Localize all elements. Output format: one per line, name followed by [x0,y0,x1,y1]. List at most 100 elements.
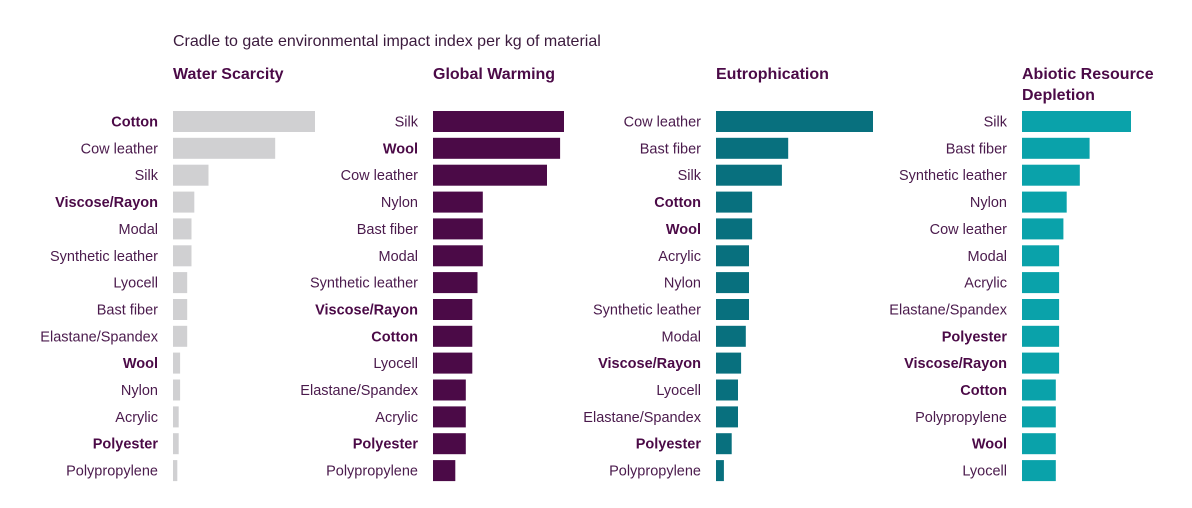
bar-modal [433,245,483,267]
bar-silk [716,164,782,186]
bar-bast-fiber [716,137,789,159]
bar-cow-leather [433,164,547,186]
bar-acrylic [173,406,179,428]
bar-lyocell [173,272,188,294]
category-label-acrylic: Acrylic [658,249,701,265]
category-label-viscose-rayon: Viscose/Rayon [904,356,1007,372]
category-label-modal: Modal [968,249,1008,265]
category-label-cow-leather: Cow leather [930,222,1008,238]
bar-elastane-spandex [716,406,738,428]
category-label-polypropylene: Polypropylene [66,464,158,480]
bar-cow-leather [173,137,276,159]
bar-wool [716,218,753,240]
category-label-nylon: Nylon [664,276,701,292]
category-label-polyester: Polyester [636,437,702,453]
bar-nylon [716,272,749,294]
bar-bast-fiber [173,299,188,320]
bar-cotton [716,191,753,213]
category-label-silk: Silk [395,115,419,131]
category-label-bast-fiber: Bast fiber [357,222,418,238]
category-label-lyocell: Lyocell [113,276,158,292]
category-label-elastane-spandex: Elastane/Spandex [300,383,418,399]
category-label-cotton: Cotton [371,329,418,345]
bar-viscose-rayon [173,191,195,213]
category-label-lyocell: Lyocell [656,383,701,399]
category-label-nylon: Nylon [381,195,418,211]
panel-title-line: Abiotic Resource [1022,66,1154,83]
panel-title-line: Water Scarcity [173,66,284,83]
category-label-cotton: Cotton [111,115,158,131]
category-label-wool: Wool [972,437,1007,453]
category-label-synthetic-leather: Synthetic leather [899,168,1007,184]
bar-wool [1022,433,1056,455]
panel-title: Eutrophication [716,66,829,83]
panel-water-scarcity: Water Scarcity Cotton Cow leather Silk Visco… [40,66,315,482]
category-label-polypropylene: Polypropylene [326,464,418,480]
bar-bast-fiber [433,218,483,240]
bar-polypropylene [433,460,456,482]
bar-elastane-spandex [1022,299,1060,320]
bar-polyester [1022,325,1060,347]
bar-bast-fiber [1022,137,1090,159]
panel-title: Abiotic Resource Depletion [1022,66,1154,104]
category-label-silk: Silk [135,168,159,184]
bar-wool [433,137,561,159]
bar-synthetic-leather [1022,164,1080,186]
bar-silk [173,164,209,186]
category-label-silk: Silk [984,115,1008,131]
bar-polypropylene [716,460,724,482]
bar-viscose-rayon [716,352,742,374]
category-label-wool: Wool [383,141,418,157]
category-label-cow-leather: Cow leather [624,115,702,131]
panel-title-line: Eutrophication [716,66,829,83]
category-label-elastane-spandex: Elastane/Spandex [40,329,158,345]
bar-viscose-rayon [1022,352,1060,374]
category-label-wool: Wool [666,222,701,238]
bar-synthetic-leather [173,245,192,267]
chart-title: Cradle to gate environmental impact inde… [173,33,601,50]
category-label-silk: Silk [678,168,702,184]
bar-modal [173,218,192,240]
category-label-bast-fiber: Bast fiber [640,141,701,157]
category-label-viscose-rayon: Viscose/Rayon [598,356,701,372]
bar-acrylic [716,245,749,267]
bar-cow-leather [716,111,873,132]
category-label-synthetic-leather: Synthetic leather [50,249,158,265]
bar-nylon [173,379,181,401]
bar-lyocell [433,352,473,374]
bar-polyester [433,433,466,455]
bar-elastane-spandex [433,379,466,401]
category-label-polypropylene: Polypropylene [915,410,1007,426]
bar-polyester [716,433,732,455]
bar-acrylic [433,406,466,428]
bar-polyester [173,433,179,455]
category-label-elastane-spandex: Elastane/Spandex [583,410,701,426]
category-label-modal: Modal [662,329,702,345]
category-label-polypropylene: Polypropylene [609,464,701,480]
chart-panels: Water Scarcity Cotton Cow leather Silk Visco… [40,66,1154,482]
category-label-acrylic: Acrylic [115,410,158,426]
category-label-polyester: Polyester [353,437,419,453]
category-label-synthetic-leather: Synthetic leather [310,276,418,292]
panel-title-line: Global Warming [433,66,555,83]
bar-elastane-spandex [173,325,188,347]
category-label-cow-leather: Cow leather [341,168,419,184]
category-label-viscose-rayon: Viscose/Rayon [315,303,418,319]
category-label-nylon: Nylon [970,195,1007,211]
panel-eutrophication: Eutrophication Cow leather Bast fiber Silk C… [583,66,873,482]
category-label-nylon: Nylon [121,383,158,399]
bar-polypropylene [173,460,178,482]
bar-cow-leather [1022,218,1064,240]
category-label-lyocell: Lyocell [962,464,1007,480]
category-label-modal: Modal [379,249,419,265]
category-label-cotton: Cotton [960,383,1007,399]
panel-title: Water Scarcity [173,66,284,83]
category-label-viscose-rayon: Viscose/Rayon [55,195,158,211]
category-label-acrylic: Acrylic [964,276,1007,292]
bar-polypropylene [1022,406,1056,428]
category-label-cow-leather: Cow leather [81,141,159,157]
panel-title-line: Depletion [1022,87,1095,104]
bar-cotton [1022,379,1056,401]
bar-lyocell [1022,460,1056,482]
category-label-synthetic-leather: Synthetic leather [593,303,701,319]
